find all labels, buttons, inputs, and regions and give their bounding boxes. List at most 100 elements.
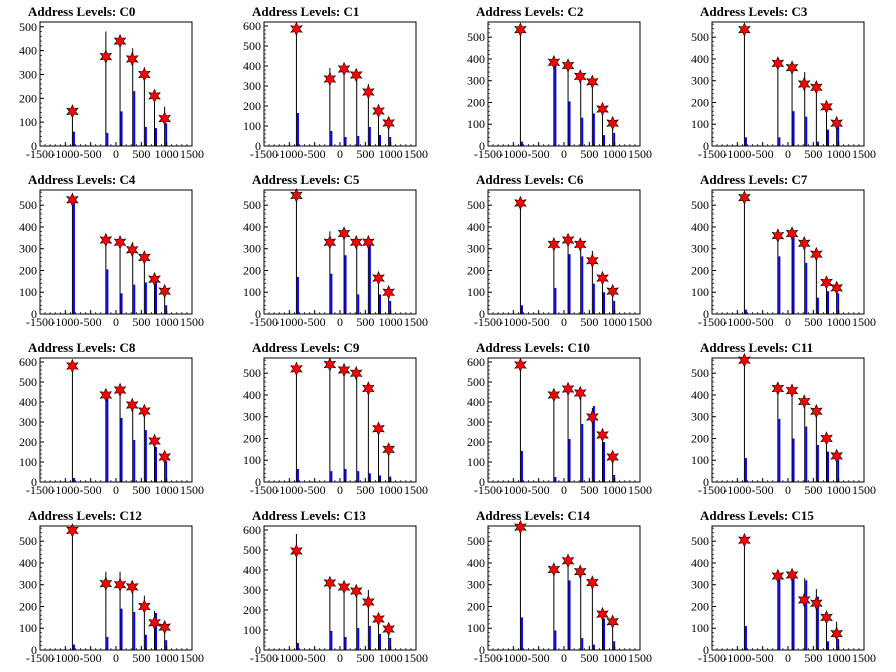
peak-marker (785, 383, 799, 398)
peak-marker (99, 576, 113, 591)
y-tick-label: 100 (691, 621, 709, 635)
peak-marker (514, 357, 527, 373)
peak-marker (148, 615, 161, 631)
x-tick-label: -1000 (499, 147, 527, 161)
y-tick-label: 0 (31, 643, 37, 657)
peak-marker (561, 58, 575, 73)
chart-svg-c6: Address Levels: C60100200300400500-1500-… (467, 172, 652, 329)
y-tick-label: 0 (31, 475, 37, 489)
x-tick-label: 0 (785, 483, 791, 497)
histogram-bar (144, 430, 147, 482)
y-tick-label: 200 (19, 435, 37, 449)
y-tick-label: 100 (691, 285, 709, 299)
peak-marker (596, 101, 609, 117)
y-tick-label: 400 (19, 556, 37, 570)
y-tick-label: 500 (691, 30, 709, 44)
peak-marker (820, 431, 833, 446)
x-tick-label: 1500 (404, 483, 428, 497)
histogram-bar (155, 447, 158, 482)
x-tick-label: 1500 (180, 483, 204, 497)
peak-marker (797, 76, 811, 92)
peak-marker (125, 51, 139, 67)
x-tick-label: -500 (80, 315, 102, 329)
chart-panel-c4: Address Levels: C4 0 100 200 300 400 500 -1500-… (0, 168, 224, 336)
y-tick-label: 400 (19, 220, 37, 234)
y-tick-label: 600 (243, 523, 261, 537)
x-tick-label: -1500 (474, 315, 502, 329)
y-tick-label: 500 (243, 543, 261, 557)
x-tick-label: -1000 (499, 315, 527, 329)
histogram-bar (792, 576, 795, 650)
y-tick-label: 200 (467, 263, 485, 277)
peak-marker (596, 270, 609, 286)
histogram-bar (155, 613, 158, 650)
y-tick-label: 400 (467, 395, 485, 409)
histogram-bar (744, 458, 747, 482)
histogram-bar (805, 580, 808, 650)
histogram-bar (520, 141, 523, 146)
histogram-bar (603, 135, 606, 146)
x-tick-label: -500 (752, 147, 774, 161)
y-tick-label: 400 (467, 220, 485, 234)
x-tick-label: -1500 (474, 147, 502, 161)
y-tick-label: 600 (467, 355, 485, 369)
histogram-bar (120, 608, 123, 650)
y-tick-label: 200 (691, 95, 709, 109)
histogram-bar (778, 256, 781, 314)
peak-marker (771, 228, 785, 243)
chart-panel-c5: Address Levels: C5 0 100 200 300 400 500 -1500-… (224, 168, 448, 336)
chart-panel-c2: Address Levels: C2 0 100 200 300 400 500 -1500-… (448, 0, 672, 168)
histogram-bar (155, 279, 158, 314)
y-tick-label: 500 (19, 198, 37, 212)
peak-marker (372, 611, 385, 627)
x-tick-label: 1000 (603, 315, 627, 329)
y-tick-label: 100 (19, 285, 37, 299)
x-tick-label: 0 (337, 651, 343, 665)
y-tick-label: 0 (703, 475, 709, 489)
y-tick-label: 0 (703, 139, 709, 153)
histogram-bar (792, 236, 795, 314)
peak-marker (99, 232, 113, 248)
y-tick-label: 300 (19, 242, 37, 256)
histogram-bar (603, 292, 606, 314)
x-tick-label: 500 (580, 483, 598, 497)
y-tick-label: 400 (243, 388, 261, 402)
peak-marker (337, 362, 351, 378)
y-tick-label: 300 (691, 74, 709, 88)
x-tick-label: -1500 (26, 483, 54, 497)
histogram-bar (368, 242, 371, 314)
peak-marker (382, 621, 395, 637)
peak-marker (158, 283, 171, 299)
histogram-bar (144, 634, 147, 650)
x-tick-label: -500 (752, 651, 774, 665)
x-tick-label: 1000 (379, 147, 403, 161)
peak-marker (382, 115, 395, 131)
x-tick-label: -1500 (250, 651, 278, 665)
x-tick-label: 1500 (404, 651, 428, 665)
y-tick-label: 400 (691, 556, 709, 570)
x-tick-label: 0 (113, 651, 119, 665)
chart-title: Address Levels: C7 (700, 172, 808, 187)
chart-svg-c8: Address Levels: C8 0 100 200 300 400 500 600 -15… (19, 340, 204, 497)
histogram-bar (368, 127, 371, 146)
histogram-bar (816, 445, 819, 482)
x-tick-label: 0 (561, 483, 567, 497)
histogram-bar (165, 640, 168, 650)
peak-marker (586, 253, 599, 268)
y-tick-label: 500 (467, 198, 485, 212)
y-tick-label: 100 (243, 285, 261, 299)
peak-marker (561, 232, 575, 248)
histogram-bar (603, 442, 606, 482)
histogram-bar (296, 643, 299, 650)
plot-frame (487, 21, 641, 147)
chart-title: Address Levels: C14 (476, 508, 590, 523)
histogram-bar (120, 293, 123, 314)
y-tick-label: 300 (243, 79, 261, 93)
histogram-bar (133, 284, 136, 314)
x-tick-label: 500 (356, 483, 374, 497)
histogram-bar (568, 254, 571, 314)
histogram-bar (554, 62, 557, 146)
histogram-bar (816, 141, 819, 146)
histogram-bar (744, 626, 747, 650)
x-tick-label: 0 (561, 147, 567, 161)
